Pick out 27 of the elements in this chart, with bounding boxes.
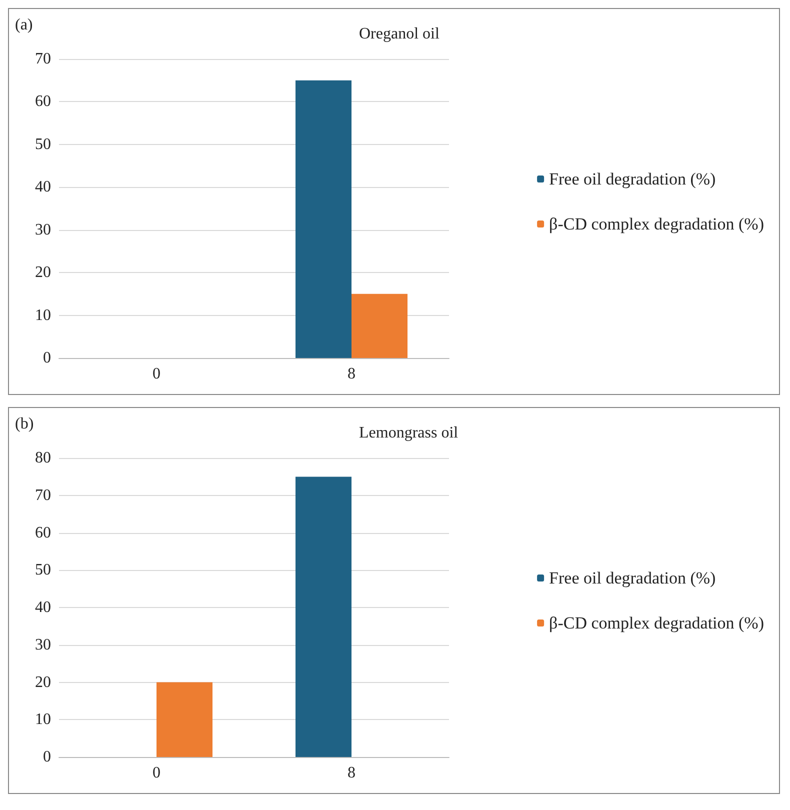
y-tick-label: 70 xyxy=(35,486,51,504)
x-tick-label: 8 xyxy=(348,764,356,782)
y-tick-label: 0 xyxy=(43,350,51,366)
text: (a) xyxy=(15,16,33,34)
y-tick-label: 30 xyxy=(35,636,51,654)
y-tick-label: 30 xyxy=(35,221,51,238)
y-tick-label: 70 xyxy=(35,50,51,68)
legend-label: Free oil degradation (%) xyxy=(549,170,716,188)
y-tick-label: 0 xyxy=(43,748,51,766)
y-tick-label: 20 xyxy=(35,264,51,282)
x-tick-label: 8 xyxy=(348,366,356,382)
y-tick-label: 50 xyxy=(35,136,51,153)
y-tick-label: 20 xyxy=(35,674,51,691)
y-tick-label: 60 xyxy=(35,93,51,110)
y-tick-label: 10 xyxy=(35,711,51,728)
chart-title: Oreganol oil xyxy=(359,26,440,42)
legend-label: β-CD complex degradation (%) xyxy=(549,614,764,632)
legend-label: β-CD complex degradation (%) xyxy=(549,214,764,234)
y-tick-label: 40 xyxy=(35,178,51,196)
y-tick-label: 40 xyxy=(35,599,51,616)
text: (b) xyxy=(15,416,34,432)
chart-title: Lemongrass oil xyxy=(359,424,459,442)
y-tick-label: 80 xyxy=(35,450,51,466)
y-tick-label: 10 xyxy=(35,306,51,324)
y-tick-label: 50 xyxy=(35,562,51,579)
y-tick-label: 60 xyxy=(35,524,51,542)
legend-label: Free oil degradation (%) xyxy=(549,568,716,588)
